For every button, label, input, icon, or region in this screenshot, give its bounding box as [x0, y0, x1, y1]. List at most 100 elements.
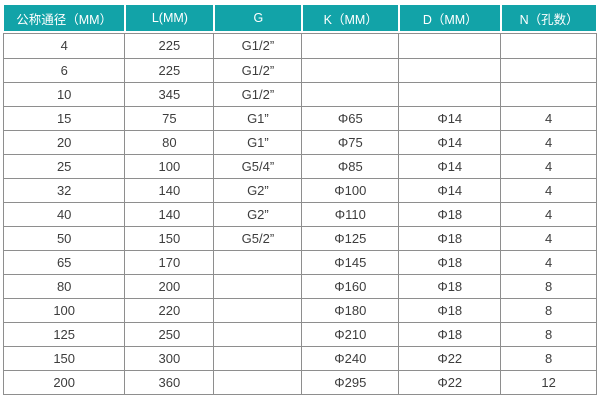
- table-cell: 125: [3, 322, 126, 347]
- table-cell: 15: [3, 106, 126, 131]
- table-header: 公称通径（MM） L(MM) G K（MM） D（MM） N（孔数）: [3, 5, 597, 33]
- table-cell: 4: [501, 106, 597, 131]
- table-cell: Φ18: [399, 322, 502, 347]
- table-row: 25 100 G5/4” Φ85 Φ14 4: [3, 154, 597, 179]
- table-cell: Φ18: [399, 298, 502, 323]
- column-header: L(MM): [125, 5, 215, 33]
- table-cell: 200: [3, 370, 126, 395]
- table-row: 100 220 Φ180 Φ18 8: [3, 298, 597, 323]
- table-cell: 8: [501, 346, 597, 371]
- table-cell: G1”: [214, 130, 303, 155]
- table-cell: 12: [501, 370, 597, 395]
- table-cell: Φ240: [302, 346, 400, 371]
- table-cell: Φ18: [399, 202, 502, 227]
- table-cell: Φ100: [302, 178, 400, 203]
- column-header: G: [214, 5, 303, 33]
- table-cell: 8: [501, 322, 597, 347]
- table-cell: 50: [3, 226, 126, 251]
- column-header: D（MM）: [399, 5, 502, 33]
- table-cell: 225: [125, 58, 215, 83]
- table-cell: [501, 58, 597, 83]
- table-cell: 4: [501, 154, 597, 179]
- table-cell: Φ85: [302, 154, 400, 179]
- table-cell: [302, 33, 400, 59]
- table-row: 125 250 Φ210 Φ18 8: [3, 322, 597, 347]
- table-cell: 4: [501, 178, 597, 203]
- table-cell: Φ14: [399, 130, 502, 155]
- table-row: 4 225 G1/2”: [3, 33, 597, 59]
- table-cell: Φ125: [302, 226, 400, 251]
- table-cell: Φ18: [399, 226, 502, 251]
- table-cell: Φ295: [302, 370, 400, 395]
- table-cell: Φ14: [399, 106, 502, 131]
- spec-table: 公称通径（MM） L(MM) G K（MM） D（MM） N（孔数） 4 225 G1/2” 6…: [3, 5, 597, 395]
- table-cell: [399, 58, 502, 83]
- column-header: 公称通径（MM）: [3, 5, 126, 33]
- table-cell: 40: [3, 202, 126, 227]
- table-cell: [399, 33, 502, 59]
- table-cell: [214, 250, 303, 275]
- table-cell: 360: [125, 370, 215, 395]
- table-cell: [214, 370, 303, 395]
- table-cell: 100: [3, 298, 126, 323]
- table-cell: 4: [501, 226, 597, 251]
- table-cell: 225: [125, 33, 215, 59]
- table-row: 10 345 G1/2”: [3, 82, 597, 107]
- table-cell: Φ22: [399, 346, 502, 371]
- column-header: K（MM）: [302, 5, 400, 33]
- table-row: 65 170 Φ145 Φ18 4: [3, 250, 597, 275]
- table-cell: G1/2”: [214, 58, 303, 83]
- table-cell: [302, 82, 400, 107]
- table-cell: Φ22: [399, 370, 502, 395]
- table-cell: Φ110: [302, 202, 400, 227]
- table-cell: Φ75: [302, 130, 400, 155]
- table-cell: Φ14: [399, 178, 502, 203]
- table-row: 6 225 G1/2”: [3, 58, 597, 83]
- table-cell: [399, 82, 502, 107]
- table-cell: Φ160: [302, 274, 400, 299]
- column-header: N（孔数）: [501, 5, 597, 33]
- table-cell: 4: [501, 250, 597, 275]
- table-cell: G1”: [214, 106, 303, 131]
- table-cell: 345: [125, 82, 215, 107]
- table-cell: 75: [125, 106, 215, 131]
- table-cell: G2”: [214, 178, 303, 203]
- table-cell: [214, 322, 303, 347]
- table-cell: 140: [125, 202, 215, 227]
- table-cell: 32: [3, 178, 126, 203]
- table-cell: Φ18: [399, 250, 502, 275]
- table-cell: [214, 274, 303, 299]
- table-cell: Φ18: [399, 274, 502, 299]
- table-cell: 4: [501, 202, 597, 227]
- table-cell: Φ14: [399, 154, 502, 179]
- table-cell: [501, 82, 597, 107]
- table-cell: 4: [501, 130, 597, 155]
- table-row: 15 75 G1” Φ65 Φ14 4: [3, 106, 597, 131]
- table-cell: 20: [3, 130, 126, 155]
- table-row: 32 140 G2” Φ100 Φ14 4: [3, 178, 597, 203]
- table-row: 50 150 G5/2” Φ125 Φ18 4: [3, 226, 597, 251]
- table-header-row: 公称通径（MM） L(MM) G K（MM） D（MM） N（孔数）: [3, 5, 597, 33]
- dimension-spec-table: 公称通径（MM） L(MM) G K（MM） D（MM） N（孔数） 4 225 G1/2” 6…: [3, 5, 597, 395]
- table-cell: G5/4”: [214, 154, 303, 179]
- table-cell: 150: [3, 346, 126, 371]
- table-cell: [501, 33, 597, 59]
- table-cell: 300: [125, 346, 215, 371]
- table-cell: Φ210: [302, 322, 400, 347]
- table-cell: 150: [125, 226, 215, 251]
- table-cell: 80: [3, 274, 126, 299]
- table-cell: G2”: [214, 202, 303, 227]
- table-cell: 65: [3, 250, 126, 275]
- table-cell: [214, 298, 303, 323]
- table-row: 150 300 Φ240 Φ22 8: [3, 346, 597, 371]
- table-cell: G5/2”: [214, 226, 303, 251]
- table-cell: 140: [125, 178, 215, 203]
- table-cell: 200: [125, 274, 215, 299]
- table-cell: 100: [125, 154, 215, 179]
- table-cell: 250: [125, 322, 215, 347]
- table-body: 4 225 G1/2” 6 225 G1/2” 10 345 G1/2” 15 75 G1” Φ65 Φ1…: [3, 33, 597, 395]
- table-row: 200 360 Φ295 Φ22 12: [3, 370, 597, 395]
- table-cell: 8: [501, 298, 597, 323]
- table-cell: 8: [501, 274, 597, 299]
- table-cell: G1/2”: [214, 33, 303, 59]
